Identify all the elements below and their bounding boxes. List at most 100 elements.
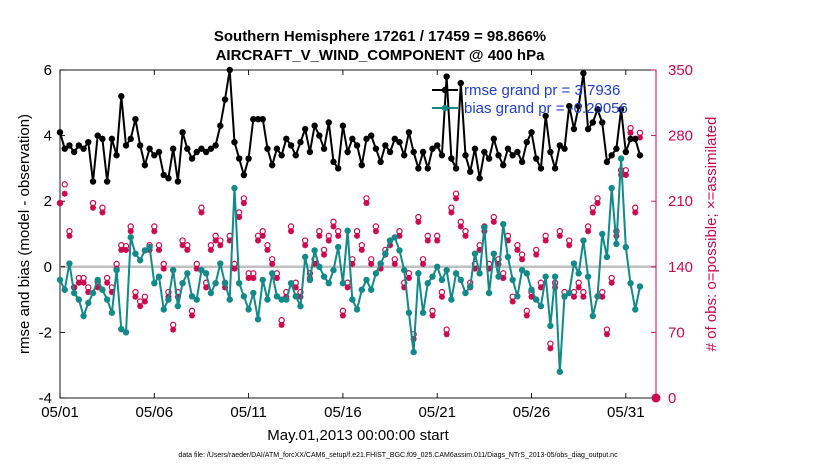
rmse-point [622,148,630,156]
obs-assimilated-point [537,284,544,291]
rmse-point [160,171,167,179]
obs-assimilated-point [636,134,643,141]
rmse-point [372,145,380,152]
obs-assimilated-point [90,204,97,211]
bias-point [56,276,64,284]
obs-assimilated-point [118,246,125,253]
bias-point [292,293,299,300]
bias-point [405,309,413,316]
x-tick-label: 05/26 [513,404,551,421]
rmse-point [396,138,403,146]
obs-assimilated-point [504,237,511,244]
obs-possible-point [61,181,68,188]
bias-point [504,253,512,261]
rmse-point [594,106,601,113]
rmse-point [56,129,64,136]
rmse-point [344,148,351,156]
obs-assimilated-point [448,209,455,216]
obs-assimilated-point [75,279,82,286]
rmse-point [419,148,427,156]
bias-series-points [56,155,644,375]
rmse-point [542,112,549,120]
rmse-point [287,142,295,149]
bias-point [410,348,417,356]
rmse-point [580,70,587,77]
y-axis-right: 0 70 140 210 280 350 [651,62,693,407]
obs-assimilated-point [99,209,106,216]
y-axis-label: rmse and bias (model - observation) [16,114,33,354]
rmse-point [221,96,229,103]
bias-point [438,276,446,284]
obs-assimilated-point [245,275,252,282]
obs-assimilated-point [429,312,436,319]
bias-point [179,280,186,287]
obs-assimilated-point [514,246,521,253]
obs-assimilated-point [222,284,229,291]
obs-assimilated-point [566,242,573,249]
rmse-point [334,165,342,172]
rmse-point [575,102,582,110]
y-tick-label: -2 [39,324,52,341]
bias-point [523,270,531,277]
obs-assimilated-point [61,190,68,197]
rmse-point [613,145,620,152]
bias-point [132,250,139,257]
obs-assimilated-point [585,228,592,235]
obs-assimilated-point [368,260,375,267]
x-tick-label: 05/01 [41,404,79,421]
rmse-point [306,148,314,156]
rmse-point [429,145,436,152]
rmse-point [603,158,611,166]
rmse-point [99,135,106,143]
bias-point [542,273,549,280]
obs-assimilated-point [438,293,445,300]
rmse-point [259,116,266,123]
bias-point [278,296,285,303]
obs-assimilated-point [108,289,115,296]
bias-point [122,329,130,336]
bias-point [570,260,578,267]
rmse-point [66,142,73,149]
bias-point [349,296,356,303]
bias-point [99,286,106,293]
bias-point [368,286,375,293]
rmse-point [273,145,281,152]
obs-assimilated-point [321,251,328,258]
obs-assimilated-point [212,237,219,244]
obs-assimilated-point [372,228,379,235]
bias-point [462,289,469,297]
obs-assimilated-point [269,260,276,267]
y-tick-label: 2 [44,193,52,210]
bias-point [636,283,644,290]
obs-assimilated-point [132,293,139,300]
rmse-point [547,148,554,156]
rmse-point [316,132,323,139]
bias-point [202,270,210,277]
obs-assimilated-point [358,246,365,253]
y2-axis-label: # of obs: o=possible; ×=assimilated [703,117,720,352]
rmse-point [240,171,248,179]
obs-assimilated-point [80,279,87,286]
bias-point [89,289,97,297]
bias-point [518,266,526,274]
rmse-point [184,145,191,152]
bias-point [198,266,205,274]
bias-point [127,234,134,241]
rmse-point [325,119,332,126]
obs-assimilated-point [311,260,318,267]
obs-assimilated-point [486,265,493,272]
obs-assimilated-point [226,237,233,244]
bias-point [551,273,559,280]
bias-point [528,286,535,293]
rmse-point [518,158,526,166]
bias-point [500,220,507,228]
rmse-point [226,66,233,74]
x-tick-label: 05/11 [230,404,266,421]
obs-assimilated-point [231,265,238,272]
bias-point [467,283,474,290]
rmse-point [358,161,365,169]
y-tick-label: -4 [39,390,52,407]
chart-title: Southern Hemisphere 17261 / 17459 = 98.8… [214,28,546,45]
rmse-point [570,125,578,133]
obs-assimilated-point [123,246,130,253]
